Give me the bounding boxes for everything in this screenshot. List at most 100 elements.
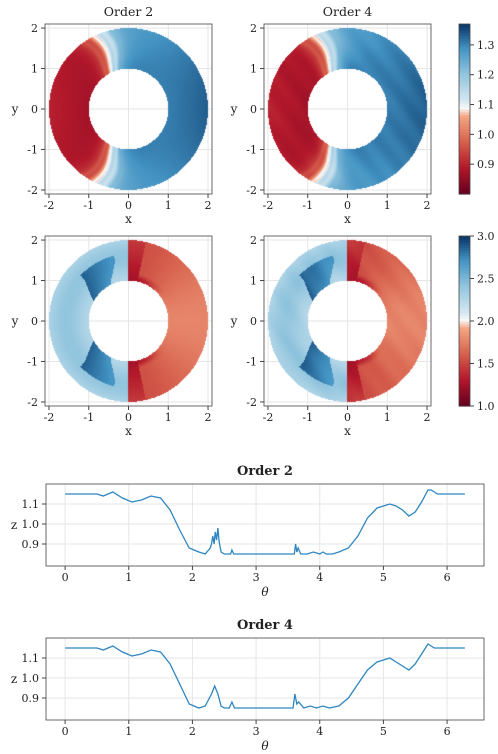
x-tick-label: 0 xyxy=(125,199,132,212)
colorbar-segment xyxy=(459,360,470,365)
colorbar-segment xyxy=(459,114,470,119)
colorbar-segment xyxy=(459,397,470,401)
colorbar-segment xyxy=(459,329,470,333)
colorbar-segment xyxy=(459,179,470,184)
colorbar-segment xyxy=(459,35,470,39)
colorbar-segment xyxy=(459,66,470,70)
colorbar-segment xyxy=(459,255,470,260)
colorbar-tick-label: 1.0 xyxy=(477,400,495,413)
colorbar-segment xyxy=(459,377,470,382)
colorbar-segment xyxy=(459,52,470,56)
colorbar-segment xyxy=(459,191,470,195)
colorbar-segment xyxy=(459,346,470,350)
colorbar-segment xyxy=(459,126,470,130)
colorbar-segment xyxy=(459,284,470,288)
y-tick-label: 1.0 xyxy=(22,518,40,531)
colorbar-segment xyxy=(459,160,470,164)
x-tick-label: 0 xyxy=(125,411,132,424)
x-tick-label: 0 xyxy=(344,411,351,424)
x-tick-label: -2 xyxy=(44,199,55,212)
colorbar-segment xyxy=(459,174,470,178)
colorbar-segment xyxy=(459,301,470,305)
panel-title: Order 4 xyxy=(323,4,373,19)
y-tick-label: -1 xyxy=(246,355,257,368)
x-tick-label: 2 xyxy=(189,571,196,584)
colorbar-segment xyxy=(459,236,470,240)
colorbar-segment xyxy=(459,92,470,96)
colorbar-segment xyxy=(459,151,470,155)
y-tick-label: -1 xyxy=(246,143,257,156)
colorbar-segment xyxy=(459,60,470,65)
y-tick-label: 2 xyxy=(250,234,257,247)
colorbar-segment xyxy=(459,292,470,297)
colorbar-segment xyxy=(459,188,470,192)
line-panel-bottom-2: 0 1 2 3 4 5 6 0.9 1.0 1.1 θ z Order 4 xyxy=(11,618,485,753)
colorbar-segment xyxy=(459,403,470,407)
x-axis-label: x xyxy=(344,424,351,438)
y-tick-label: 1 xyxy=(250,63,257,76)
colorbar-segment xyxy=(459,83,470,87)
x-axis-label: θ xyxy=(261,585,269,599)
colorbar-segment xyxy=(459,270,470,274)
y-tick-label: -2 xyxy=(246,184,257,197)
colorbar-segment xyxy=(459,182,470,187)
y-tick-label: 0 xyxy=(250,315,257,328)
y-tick-label: -1 xyxy=(27,355,38,368)
colorbar-segment xyxy=(459,315,470,319)
map-panel-middle-left: -2 -1 0 1 2 -2 -1 0 1 2 x y xyxy=(11,234,213,438)
axes-frame xyxy=(45,483,485,567)
colorbar-segment xyxy=(459,69,470,73)
colorbar-segment xyxy=(459,355,470,359)
y-tick-label: 1.1 xyxy=(22,652,40,665)
colorbar-segment xyxy=(459,264,470,268)
y-tick-label: 2 xyxy=(31,234,38,247)
colorbar-tick-label: 2.0 xyxy=(477,315,495,328)
panel-title: Order 2 xyxy=(104,4,154,19)
colorbar-segment xyxy=(459,143,470,147)
colorbar-segment xyxy=(459,298,470,302)
x-tick-label: 6 xyxy=(444,571,451,584)
colorbar-segment xyxy=(459,63,470,68)
colorbar-segment xyxy=(459,46,470,51)
y-axis-label: y xyxy=(230,102,238,116)
x-axis-label: x xyxy=(344,212,351,226)
colorbar-segment xyxy=(459,89,470,93)
colorbar-segment xyxy=(459,389,470,393)
colorbar-segment xyxy=(459,369,470,373)
colorbar-segment xyxy=(459,250,470,254)
colorbar-segment xyxy=(459,304,470,308)
colorbar-segment xyxy=(459,165,470,170)
colorbar-tick-label: 2.5 xyxy=(477,273,495,286)
colorbar-segment xyxy=(459,117,470,121)
colorbar-segment xyxy=(459,295,470,299)
colorbar-segment xyxy=(459,103,470,107)
x-tick-label: -1 xyxy=(83,199,94,212)
panel-title: Order 2 xyxy=(237,464,293,479)
colorbar-segment xyxy=(459,134,470,138)
x-tick-label: 1 xyxy=(384,199,391,212)
x-axis-label: x xyxy=(125,212,132,226)
y-tick-label: 1 xyxy=(31,63,38,76)
colorbar-segment xyxy=(459,80,470,85)
colorbar-segment xyxy=(459,374,470,379)
x-tick-label: 2 xyxy=(424,411,431,424)
axes-frame xyxy=(45,637,485,721)
x-tick-label: -1 xyxy=(302,199,313,212)
x-tick-label: 0 xyxy=(62,725,69,738)
x-tick-label: 3 xyxy=(253,571,260,584)
x-tick-label: 6 xyxy=(444,725,451,738)
colorbar-segment xyxy=(459,185,470,189)
colorbar-segment xyxy=(459,258,470,263)
series-line-0 xyxy=(65,643,465,709)
x-axis-label: θ xyxy=(261,739,269,753)
x-tick-label: -1 xyxy=(302,411,313,424)
y-tick-label: -2 xyxy=(27,396,38,409)
x-tick-label: 0 xyxy=(344,199,351,212)
y-tick-label: 1.1 xyxy=(22,498,40,511)
colorbar-segment xyxy=(459,75,470,79)
colorbar-segment xyxy=(459,128,470,133)
colorbar-segment xyxy=(459,97,470,102)
x-tick-label: 5 xyxy=(380,571,387,584)
series-line-0 xyxy=(65,489,465,555)
y-tick-label: 0 xyxy=(31,315,38,328)
